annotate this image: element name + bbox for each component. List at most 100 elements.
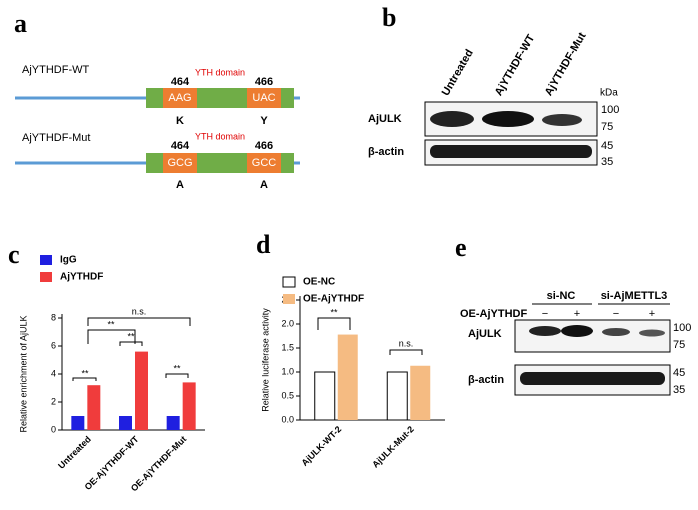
bracket xyxy=(389,349,423,355)
bracket xyxy=(87,329,136,344)
y-tick-label: 4 xyxy=(51,368,56,378)
bar xyxy=(87,385,101,430)
annotation: ** xyxy=(127,331,135,341)
blot-band xyxy=(561,325,593,337)
codon: GCC xyxy=(252,157,277,169)
codon: UAC xyxy=(252,92,275,104)
annotation: n.s. xyxy=(132,306,147,316)
unit-label: kDa xyxy=(600,88,618,99)
y-tick-label: 2.0 xyxy=(281,318,294,328)
bar xyxy=(337,334,358,420)
blot-label: AjULK xyxy=(468,328,502,340)
bar xyxy=(386,371,408,421)
significance: ** ** ** n.s. ** ** n.s. xyxy=(72,306,423,381)
blot-band xyxy=(430,145,592,158)
codon-box xyxy=(247,88,281,108)
bracket xyxy=(72,377,97,381)
position: 464 xyxy=(171,140,190,152)
legend-label: OE-AjYTHDF xyxy=(303,294,364,305)
marker: 45 xyxy=(601,140,613,152)
legend-label: AjYTHDF xyxy=(60,272,103,283)
legend-label: IgG xyxy=(60,255,77,266)
blot-band xyxy=(542,114,582,126)
marker: 75 xyxy=(673,339,685,351)
bar xyxy=(166,416,180,430)
sign: − xyxy=(613,308,619,320)
residue: A xyxy=(176,179,184,191)
bracket xyxy=(119,341,143,346)
panel-label: d xyxy=(256,230,271,259)
blot-band xyxy=(639,329,665,337)
bracket xyxy=(165,373,189,378)
blot-frame xyxy=(514,319,671,353)
codon-box xyxy=(163,88,197,108)
codon-box xyxy=(247,153,281,173)
panel-a: AjYTHDF-WT YTH domain 464 466 AAG UAC K … xyxy=(15,64,300,191)
legend-label: OE-NC xyxy=(303,277,335,288)
bar xyxy=(182,382,196,430)
blot-band xyxy=(529,326,561,336)
marker: 75 xyxy=(601,121,613,133)
y-tick-label: 1.5 xyxy=(281,342,294,352)
y-tick-label: 0 xyxy=(51,424,56,434)
position: 464 xyxy=(171,76,190,88)
y-tick-label: 8 xyxy=(51,312,56,322)
x-tick-label: AjULK-WT-2 xyxy=(300,424,344,468)
bracket xyxy=(317,317,351,330)
blot-band xyxy=(520,372,665,385)
y-tick-label: 0.0 xyxy=(281,414,294,424)
legend-swatch xyxy=(40,255,52,265)
blot-band xyxy=(482,111,534,127)
codon-box xyxy=(163,153,197,173)
panel-label: b xyxy=(382,3,396,32)
marker: 45 xyxy=(673,367,685,379)
codon: AAG xyxy=(168,92,191,104)
domain-label: YTH domain xyxy=(195,67,245,77)
y-tick-label: 0.5 xyxy=(281,390,294,400)
sign: + xyxy=(649,308,655,320)
construct-name: AjYTHDF-WT xyxy=(22,64,89,76)
y-tick-label: 2 xyxy=(51,396,56,406)
blot-label: AjULK xyxy=(368,113,402,125)
position: 466 xyxy=(255,76,273,88)
domain-label: YTH domain xyxy=(195,131,245,141)
legend-swatch xyxy=(40,272,52,282)
panel-label: e xyxy=(455,233,467,262)
lane-label: Untreated xyxy=(440,47,476,97)
residue: Y xyxy=(260,115,268,127)
legend-swatch xyxy=(282,276,296,288)
panel-b: Untreated AjYTHDF-WT AjYTHDF-Mut kDa AjU… xyxy=(368,30,619,168)
sign: − xyxy=(542,308,548,320)
annotation: n.s. xyxy=(399,338,414,348)
blot-label: β-actin xyxy=(468,374,504,386)
bracket xyxy=(87,317,191,326)
marker: 35 xyxy=(601,156,613,168)
residue: A xyxy=(260,179,268,191)
blot-band xyxy=(602,328,630,336)
x-tick-label: AjULK-Mut-2 xyxy=(370,424,416,470)
bar xyxy=(119,416,132,430)
annotation: ** xyxy=(107,319,115,329)
lane-label: AjYTHDF-Mut xyxy=(543,30,589,98)
panel-e: si-NC si-AjMETTL3 OE-AjYTHDF − + − + AjU… xyxy=(460,290,691,396)
y-axis-label: Relative luciferase activity xyxy=(260,308,270,412)
lane-label: AjYTHDF-WT xyxy=(493,32,538,98)
y-tick-label: 6 xyxy=(51,340,56,350)
group-label: si-AjMETTL3 xyxy=(601,290,668,302)
annotation: ** xyxy=(173,363,181,373)
treatment-label: OE-AjYTHDF xyxy=(460,308,528,320)
bar xyxy=(410,365,431,420)
codon: GCG xyxy=(167,157,192,169)
residue: K xyxy=(176,115,184,127)
blot-label: β-actin xyxy=(368,146,404,158)
marker: 100 xyxy=(673,322,691,334)
annotation: ** xyxy=(330,307,338,317)
marker: 100 xyxy=(601,104,619,116)
panel-label: a xyxy=(14,9,27,38)
blot-band xyxy=(430,111,474,127)
bar xyxy=(314,371,336,421)
bar xyxy=(135,351,148,430)
x-tick-label: Untreated xyxy=(56,434,93,471)
sign: + xyxy=(574,308,580,320)
